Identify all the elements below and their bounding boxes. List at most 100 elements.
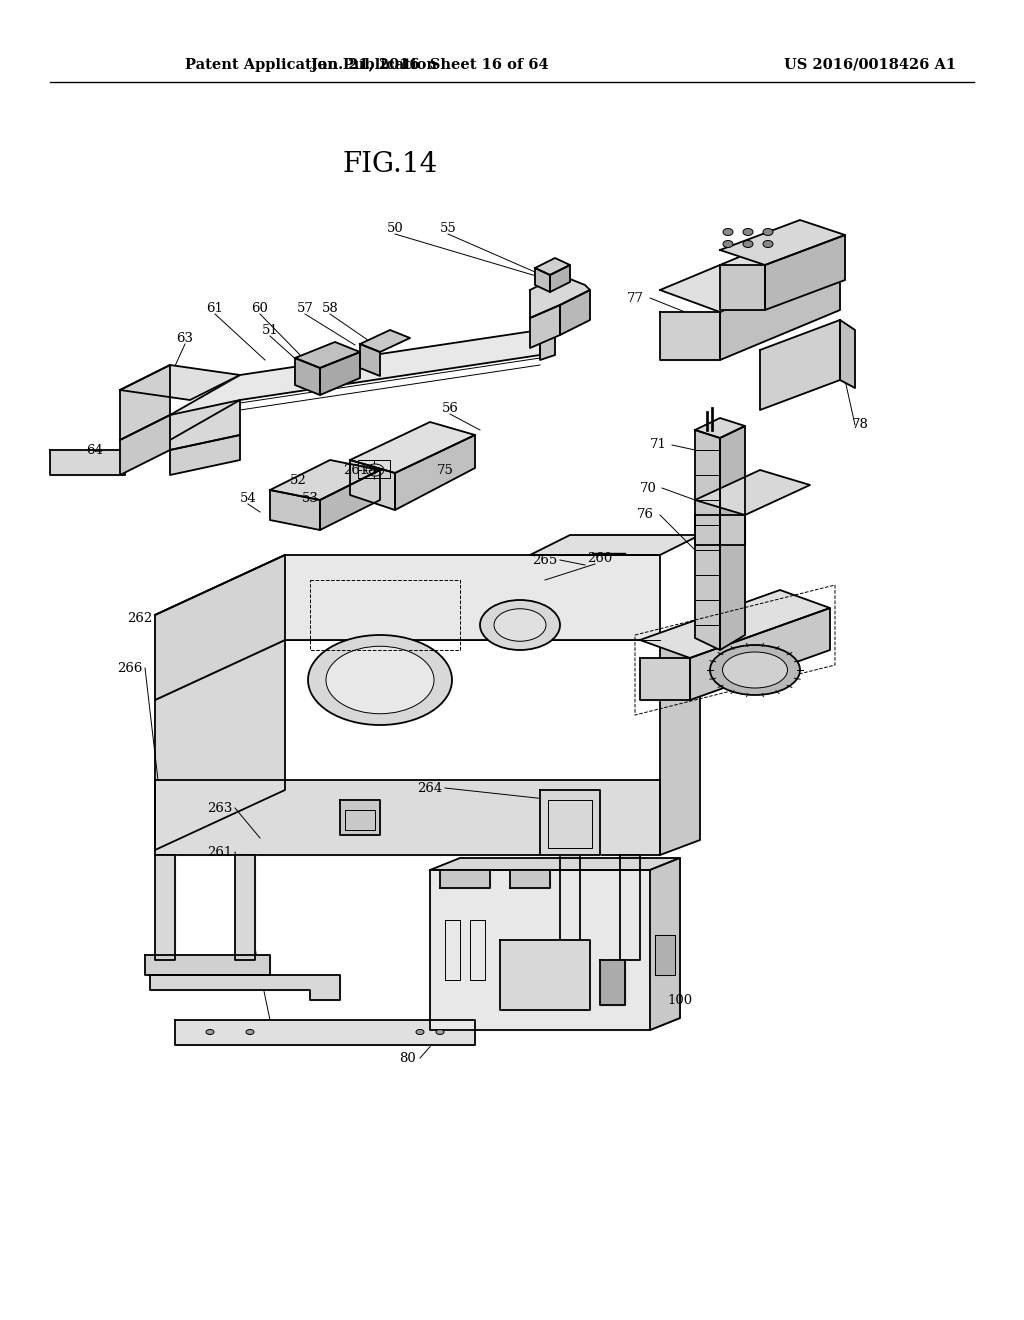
Polygon shape xyxy=(175,1020,475,1045)
Text: Patent Application Publication: Patent Application Publication xyxy=(185,58,437,73)
Text: FIG.14: FIG.14 xyxy=(342,152,437,178)
Text: 264: 264 xyxy=(418,781,442,795)
Polygon shape xyxy=(395,436,475,510)
Polygon shape xyxy=(155,855,175,960)
Polygon shape xyxy=(640,590,830,657)
Polygon shape xyxy=(640,657,690,700)
Polygon shape xyxy=(350,422,475,473)
Polygon shape xyxy=(120,414,170,475)
Text: 54: 54 xyxy=(240,491,256,504)
Text: 100: 100 xyxy=(668,994,692,1006)
Text: 60: 60 xyxy=(252,301,268,314)
Polygon shape xyxy=(695,418,745,438)
Ellipse shape xyxy=(743,240,753,248)
Text: 71: 71 xyxy=(649,438,667,451)
Polygon shape xyxy=(510,870,550,888)
Polygon shape xyxy=(170,436,240,475)
Polygon shape xyxy=(155,554,285,700)
Text: 76: 76 xyxy=(637,508,653,521)
Text: 262: 262 xyxy=(127,611,153,624)
Ellipse shape xyxy=(416,1030,424,1035)
Text: 53: 53 xyxy=(301,491,318,504)
Text: 58: 58 xyxy=(322,301,338,314)
Polygon shape xyxy=(234,855,255,960)
Polygon shape xyxy=(170,330,540,440)
Polygon shape xyxy=(155,615,285,850)
Text: 77: 77 xyxy=(627,292,643,305)
Polygon shape xyxy=(695,515,745,545)
Text: 63: 63 xyxy=(176,331,194,345)
Ellipse shape xyxy=(763,240,773,248)
Polygon shape xyxy=(270,490,319,531)
Ellipse shape xyxy=(723,652,787,688)
Polygon shape xyxy=(600,960,625,1005)
Polygon shape xyxy=(360,330,410,352)
Polygon shape xyxy=(840,319,855,388)
Polygon shape xyxy=(155,554,660,700)
Polygon shape xyxy=(150,975,340,1001)
Polygon shape xyxy=(660,240,840,312)
Ellipse shape xyxy=(436,1030,444,1035)
Text: 80: 80 xyxy=(399,1052,417,1064)
Text: US 2016/0018426 A1: US 2016/0018426 A1 xyxy=(784,58,956,73)
Text: 56: 56 xyxy=(441,401,459,414)
Polygon shape xyxy=(620,855,640,960)
Polygon shape xyxy=(340,800,380,836)
Polygon shape xyxy=(120,366,170,440)
Ellipse shape xyxy=(723,240,733,248)
Ellipse shape xyxy=(710,645,800,696)
Text: 261a: 261a xyxy=(343,463,377,477)
Polygon shape xyxy=(270,459,380,500)
Polygon shape xyxy=(550,265,570,292)
Ellipse shape xyxy=(494,609,546,642)
Polygon shape xyxy=(535,268,550,292)
Text: 78: 78 xyxy=(852,418,868,432)
Polygon shape xyxy=(50,450,125,475)
Text: 70: 70 xyxy=(640,482,656,495)
Polygon shape xyxy=(540,325,555,360)
Text: 55: 55 xyxy=(439,222,457,235)
Polygon shape xyxy=(145,954,270,975)
Polygon shape xyxy=(500,940,590,1010)
Text: 57: 57 xyxy=(297,301,313,314)
Polygon shape xyxy=(655,935,675,975)
Polygon shape xyxy=(440,870,490,888)
Polygon shape xyxy=(430,870,650,1030)
Polygon shape xyxy=(155,780,660,855)
Polygon shape xyxy=(695,430,720,649)
Polygon shape xyxy=(530,275,590,318)
Ellipse shape xyxy=(480,601,560,649)
Polygon shape xyxy=(530,535,700,554)
Polygon shape xyxy=(720,220,845,265)
Polygon shape xyxy=(560,290,590,335)
Polygon shape xyxy=(295,358,319,395)
Polygon shape xyxy=(540,789,600,855)
Text: 260: 260 xyxy=(588,552,612,565)
Polygon shape xyxy=(295,342,360,368)
Polygon shape xyxy=(350,459,395,510)
Polygon shape xyxy=(720,426,745,649)
Polygon shape xyxy=(120,366,240,400)
Polygon shape xyxy=(695,470,810,515)
Text: 61: 61 xyxy=(207,301,223,314)
Ellipse shape xyxy=(308,635,452,725)
Text: 263: 263 xyxy=(207,801,232,814)
Ellipse shape xyxy=(763,228,773,235)
Ellipse shape xyxy=(743,228,753,235)
Polygon shape xyxy=(535,257,570,275)
Polygon shape xyxy=(660,312,720,360)
Polygon shape xyxy=(650,858,680,1030)
Text: 75: 75 xyxy=(436,463,454,477)
Polygon shape xyxy=(319,352,360,395)
Ellipse shape xyxy=(246,1030,254,1035)
Polygon shape xyxy=(720,261,840,360)
Ellipse shape xyxy=(723,228,733,235)
Text: Jan. 21, 2016  Sheet 16 of 64: Jan. 21, 2016 Sheet 16 of 64 xyxy=(311,58,549,73)
Polygon shape xyxy=(430,858,680,870)
Polygon shape xyxy=(650,858,680,1030)
Text: 265: 265 xyxy=(532,553,558,566)
Polygon shape xyxy=(170,400,240,450)
Ellipse shape xyxy=(326,647,434,714)
Polygon shape xyxy=(319,470,380,531)
Polygon shape xyxy=(560,855,580,960)
